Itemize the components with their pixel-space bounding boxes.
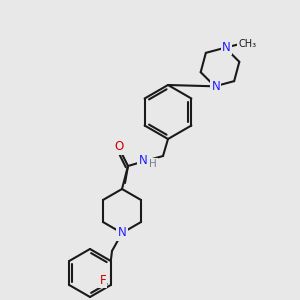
Text: N: N (212, 80, 220, 93)
Text: N: N (118, 226, 126, 239)
Text: O: O (114, 140, 124, 154)
Text: F: F (100, 274, 106, 286)
Text: H: H (149, 159, 157, 169)
Text: N: N (139, 154, 147, 166)
Text: N: N (212, 80, 220, 93)
Text: N: N (222, 41, 231, 54)
Text: CH₃: CH₃ (238, 39, 256, 49)
